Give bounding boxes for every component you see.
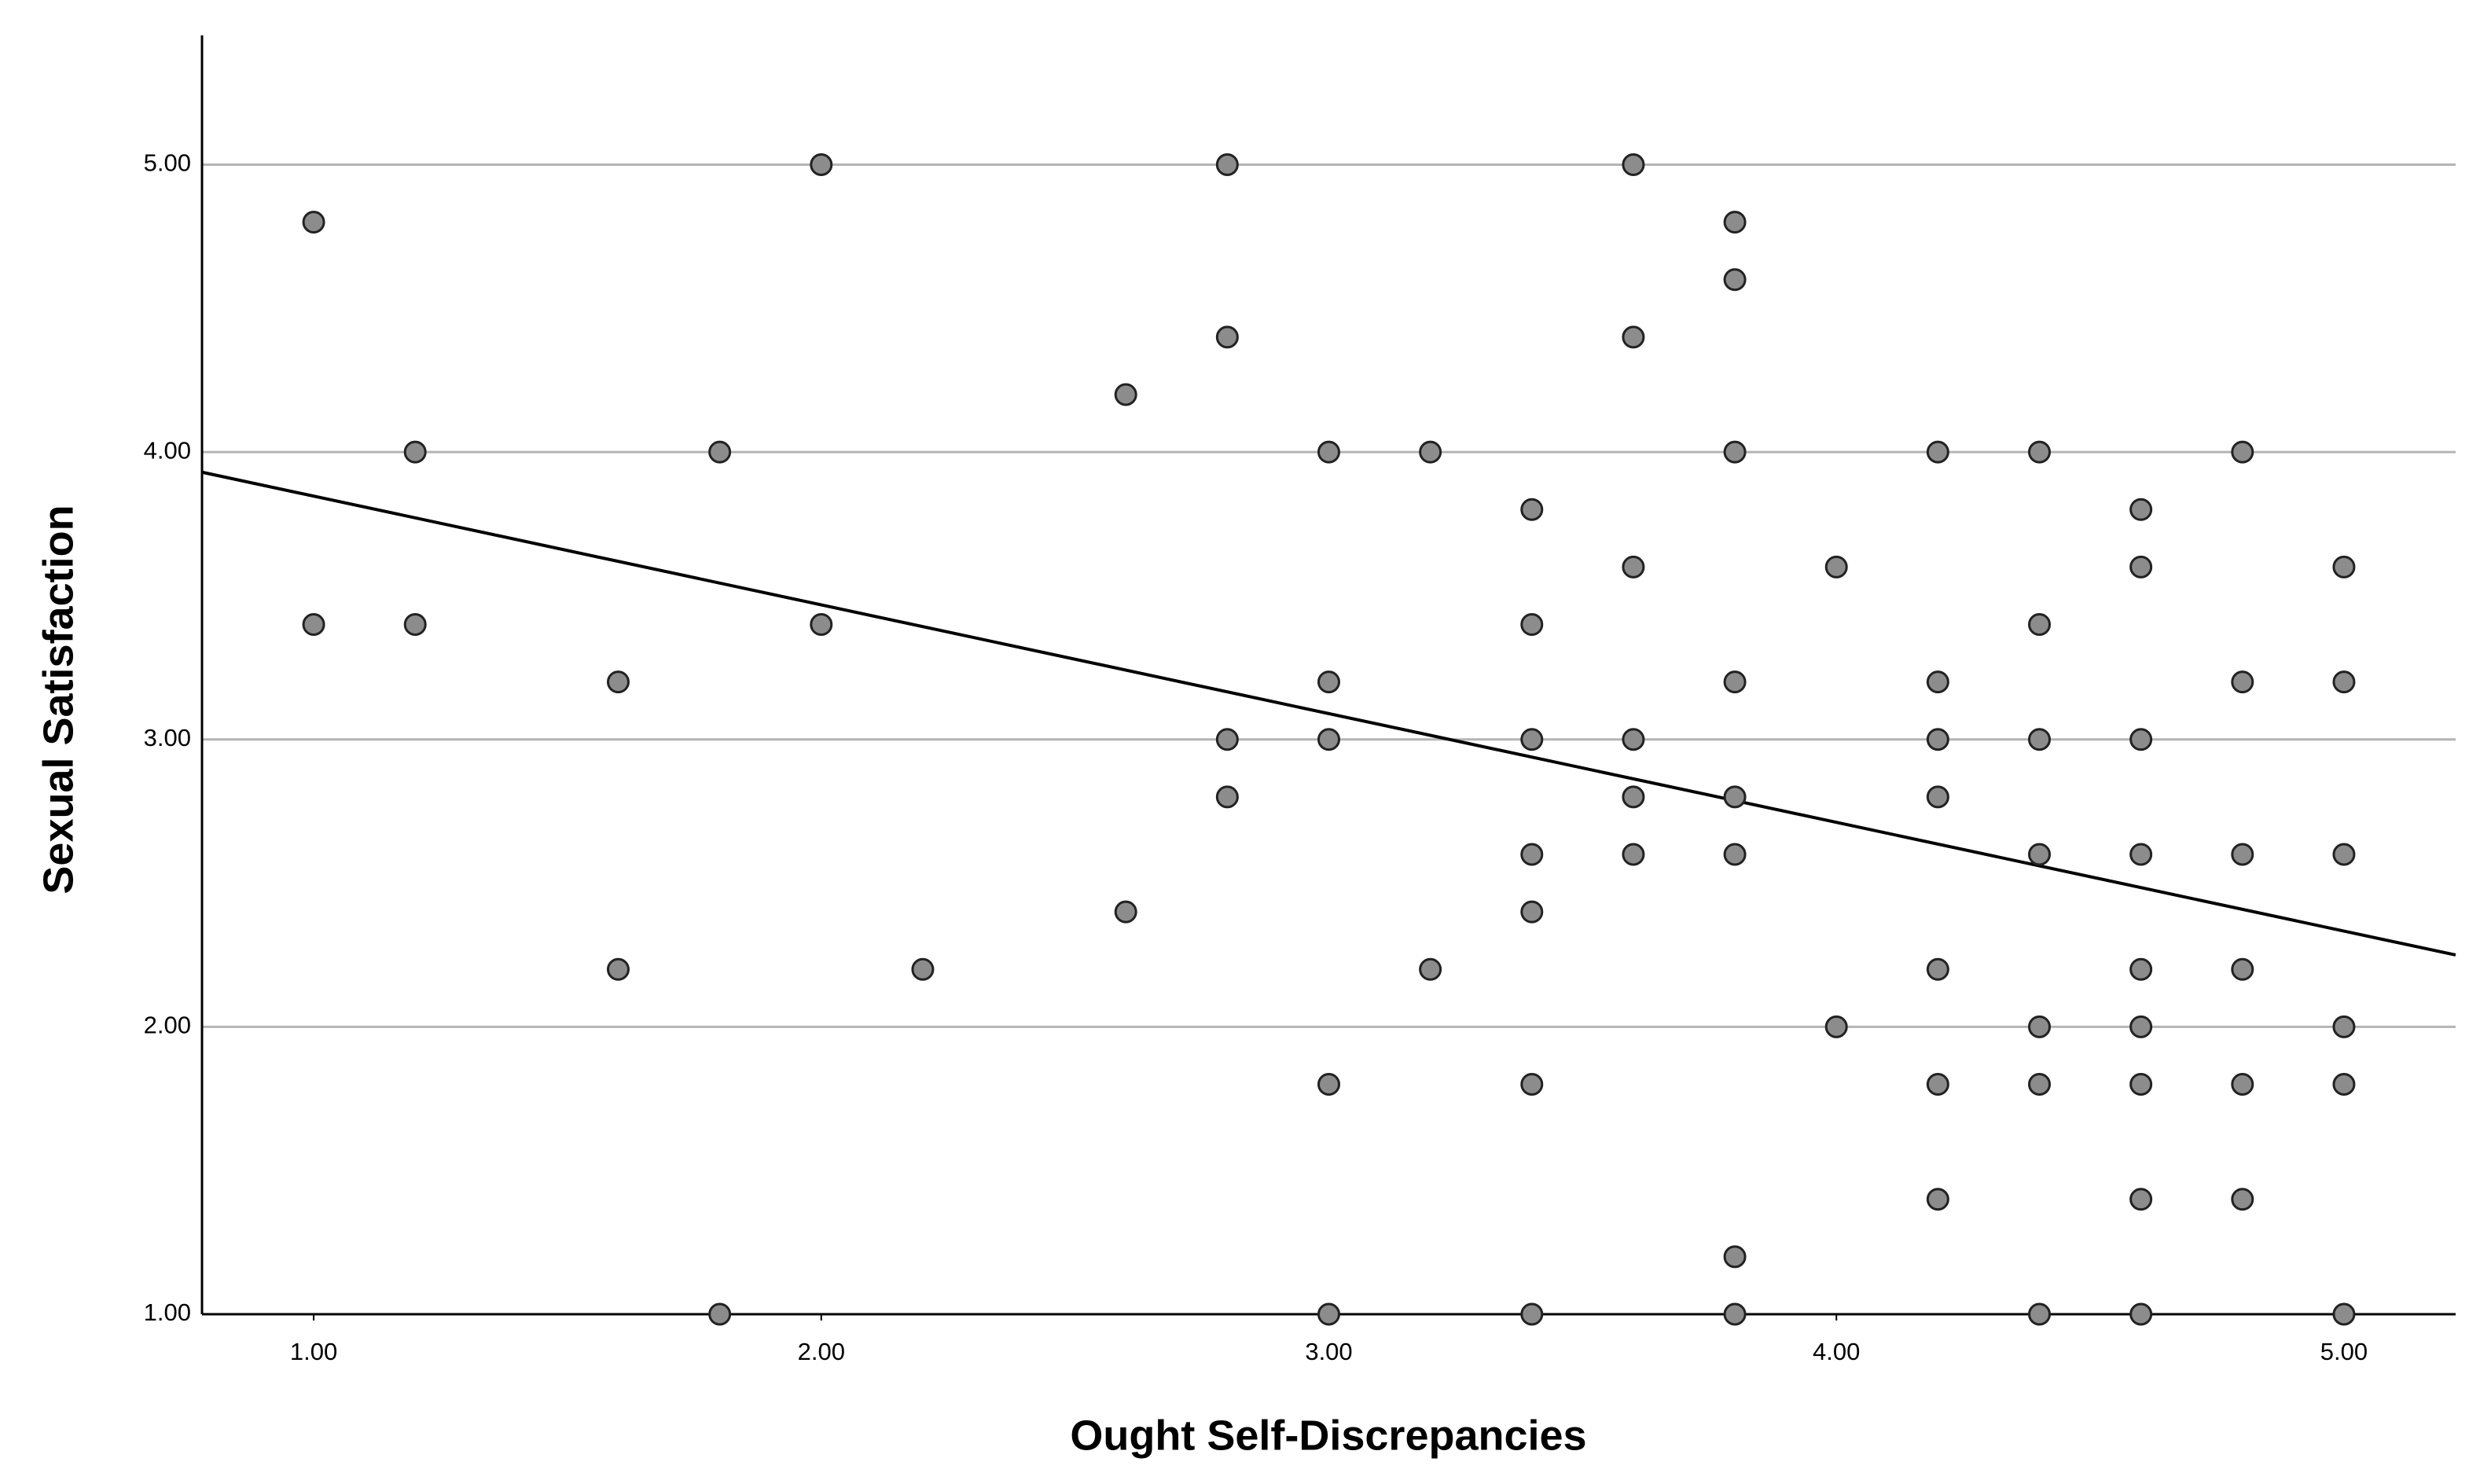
point xyxy=(1114,900,1137,924)
point xyxy=(1317,440,1340,464)
point xyxy=(911,957,935,981)
point xyxy=(1520,728,1544,751)
point xyxy=(1926,957,1949,981)
point xyxy=(606,670,630,694)
point xyxy=(2231,440,2254,464)
point xyxy=(2028,843,2052,866)
point xyxy=(1723,1245,1747,1269)
point xyxy=(2028,1302,2052,1326)
point xyxy=(1824,555,1848,579)
point xyxy=(2129,728,2153,751)
point xyxy=(2028,1073,2052,1096)
point xyxy=(2028,440,2052,464)
point xyxy=(1419,957,1442,981)
point xyxy=(1622,728,1645,751)
x-tick-label: 2.00 xyxy=(798,1338,845,1365)
point xyxy=(2129,498,2153,521)
point xyxy=(1824,1015,1848,1038)
point xyxy=(1215,785,1239,809)
point xyxy=(1926,440,1949,464)
point xyxy=(403,440,427,464)
x-axis-title: Ought Self-Discrepancies xyxy=(1070,1412,1586,1459)
point xyxy=(708,440,732,464)
y-tick-label: 5.00 xyxy=(144,149,191,177)
point xyxy=(2129,1302,2153,1326)
y-axis-title: Sexual Satisfaction xyxy=(35,505,82,894)
y-tick-label: 1.00 xyxy=(144,1298,191,1326)
point xyxy=(1723,843,1747,866)
point xyxy=(1215,325,1239,349)
point xyxy=(2129,957,2153,981)
point xyxy=(2332,1302,2356,1326)
point xyxy=(1317,728,1340,751)
point xyxy=(1723,440,1747,464)
point xyxy=(1723,785,1747,809)
point xyxy=(1622,153,1645,177)
point xyxy=(1520,1302,1544,1326)
point xyxy=(1520,843,1544,866)
point xyxy=(1520,613,1544,637)
x-tick-label: 4.00 xyxy=(1813,1338,1860,1365)
point xyxy=(2332,1073,2356,1096)
point xyxy=(1622,555,1645,579)
point xyxy=(1622,843,1645,866)
point xyxy=(1114,383,1137,406)
point xyxy=(1520,900,1544,924)
point xyxy=(1723,211,1747,234)
point xyxy=(2231,670,2254,694)
x-tick-label: 3.00 xyxy=(1305,1338,1352,1365)
point xyxy=(302,613,325,637)
x-tick-label: 5.00 xyxy=(2320,1338,2368,1365)
point xyxy=(2129,1073,2153,1096)
point xyxy=(1723,670,1747,694)
point xyxy=(1419,440,1442,464)
y-tick-label: 4.00 xyxy=(144,436,191,464)
y-tick-label: 2.00 xyxy=(144,1012,191,1039)
point xyxy=(1723,1302,1747,1326)
point xyxy=(2129,843,2153,866)
point xyxy=(810,613,833,637)
point xyxy=(1317,1302,1340,1326)
point xyxy=(2028,1015,2052,1038)
point xyxy=(1215,153,1239,177)
point xyxy=(2129,1188,2153,1211)
point xyxy=(1317,670,1340,694)
point xyxy=(2332,670,2356,694)
point xyxy=(708,1302,732,1326)
point xyxy=(810,153,833,177)
point xyxy=(1926,785,1949,809)
point xyxy=(1723,268,1747,292)
point xyxy=(2332,555,2356,579)
point xyxy=(1215,728,1239,751)
x-tick-label: 1.00 xyxy=(290,1338,337,1365)
point xyxy=(1520,498,1544,521)
point xyxy=(403,613,427,637)
y-tick-label: 3.00 xyxy=(144,724,191,751)
point xyxy=(302,211,325,234)
point xyxy=(1926,1188,1949,1211)
point xyxy=(2028,728,2052,751)
point xyxy=(2231,957,2254,981)
point xyxy=(2231,843,2254,866)
point xyxy=(2028,613,2052,637)
point xyxy=(606,957,630,981)
point xyxy=(1926,670,1949,694)
point xyxy=(2332,1015,2356,1038)
point xyxy=(1520,1073,1544,1096)
point xyxy=(2332,843,2356,866)
point xyxy=(2129,1015,2153,1038)
point xyxy=(2129,555,2153,579)
point xyxy=(2231,1188,2254,1211)
point xyxy=(2231,1073,2254,1096)
point xyxy=(1926,728,1949,751)
fit-line xyxy=(201,470,2456,957)
point xyxy=(1622,785,1645,809)
point xyxy=(1317,1073,1340,1096)
point xyxy=(1926,1073,1949,1096)
point xyxy=(1622,325,1645,349)
